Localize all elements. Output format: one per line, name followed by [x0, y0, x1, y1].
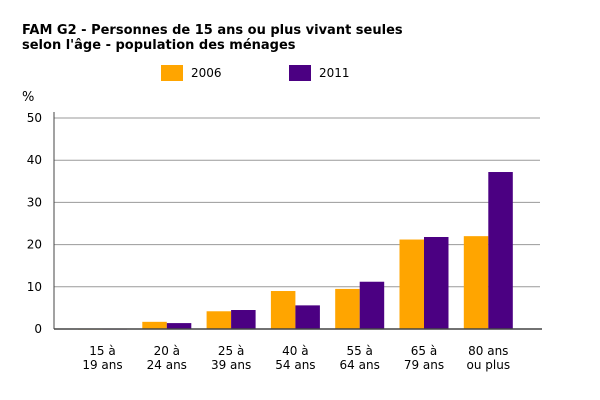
- x-category-label-4-1: 64 ans: [340, 358, 380, 372]
- legend-label-2011: 2011: [319, 66, 350, 80]
- y-tick-label-0: 0: [34, 322, 42, 336]
- axes: [53, 112, 542, 330]
- bar-2006-2: [206, 311, 232, 329]
- bar-2011-2: [231, 310, 256, 329]
- x-category-label-0-1: 19 ans: [82, 358, 122, 372]
- legend-label-2006: 2006: [191, 66, 222, 80]
- y-tick-label-20: 20: [27, 238, 42, 252]
- y-axis-unit-label: %: [22, 90, 34, 105]
- y-tick-label-10: 10: [27, 280, 42, 294]
- x-category-labels: 15 à19 ans 20 à24 ans 25 à39 ans 40 à54 ans…: [82, 344, 510, 372]
- legend-swatch-2011: [289, 65, 311, 81]
- bar-2011-5: [424, 237, 449, 329]
- legend-swatch-2006: [161, 65, 183, 81]
- x-category-label-3-0: 40 à: [282, 344, 308, 358]
- x-category-label-6-1: ou plus: [467, 358, 511, 372]
- bar-2006-1: [142, 321, 167, 329]
- bar-2006-6: [463, 236, 489, 329]
- y-tick-label-30: 30: [27, 195, 42, 209]
- x-category-label-1-1: 24 ans: [147, 358, 187, 372]
- chart-title-line-1: FAM G2 - Personnes de 15 ans ou plus viv…: [22, 23, 403, 38]
- x-category-label-2-1: 39 ans: [211, 358, 251, 372]
- x-category-label-5-0: 65 à: [411, 344, 437, 358]
- bar-2006-5: [399, 239, 424, 329]
- y-tick-labels: 0 10 20 30 40 50: [27, 111, 42, 336]
- chart-legend: 2006 2011: [0, 0, 600, 90]
- bar-2006-4: [335, 288, 360, 329]
- bar-2011-4: [359, 281, 385, 329]
- x-category-label-6-0: 80 ans: [468, 344, 508, 358]
- bar-2011-1: [166, 323, 192, 329]
- bar-2006-3: [270, 291, 296, 329]
- bar-2011-6: [488, 172, 513, 329]
- x-category-label-2-0: 25 à: [218, 344, 244, 358]
- gridlines: [54, 117, 540, 288]
- legend-item-2006: 2006: [161, 64, 222, 82]
- y-tick-label-50: 50: [27, 111, 42, 125]
- chart-title-line-2: selon l'âge - population des ménages: [22, 38, 296, 53]
- x-category-label-5-1: 79 ans: [404, 358, 444, 372]
- chart-title: FAM G2 - Personnes de 15 ans ou plus viv…: [22, 23, 442, 53]
- x-category-label-4-0: 55 à: [346, 344, 372, 358]
- legend-item-2011: 2011: [289, 64, 350, 82]
- x-category-label-1-0: 20 à: [154, 344, 180, 358]
- bar-2011-3: [295, 305, 320, 329]
- y-tick-label-40: 40: [27, 153, 42, 167]
- x-category-label-3-1: 54 ans: [275, 358, 315, 372]
- x-category-label-0-0: 15 à: [89, 344, 115, 358]
- bars: [78, 172, 513, 330]
